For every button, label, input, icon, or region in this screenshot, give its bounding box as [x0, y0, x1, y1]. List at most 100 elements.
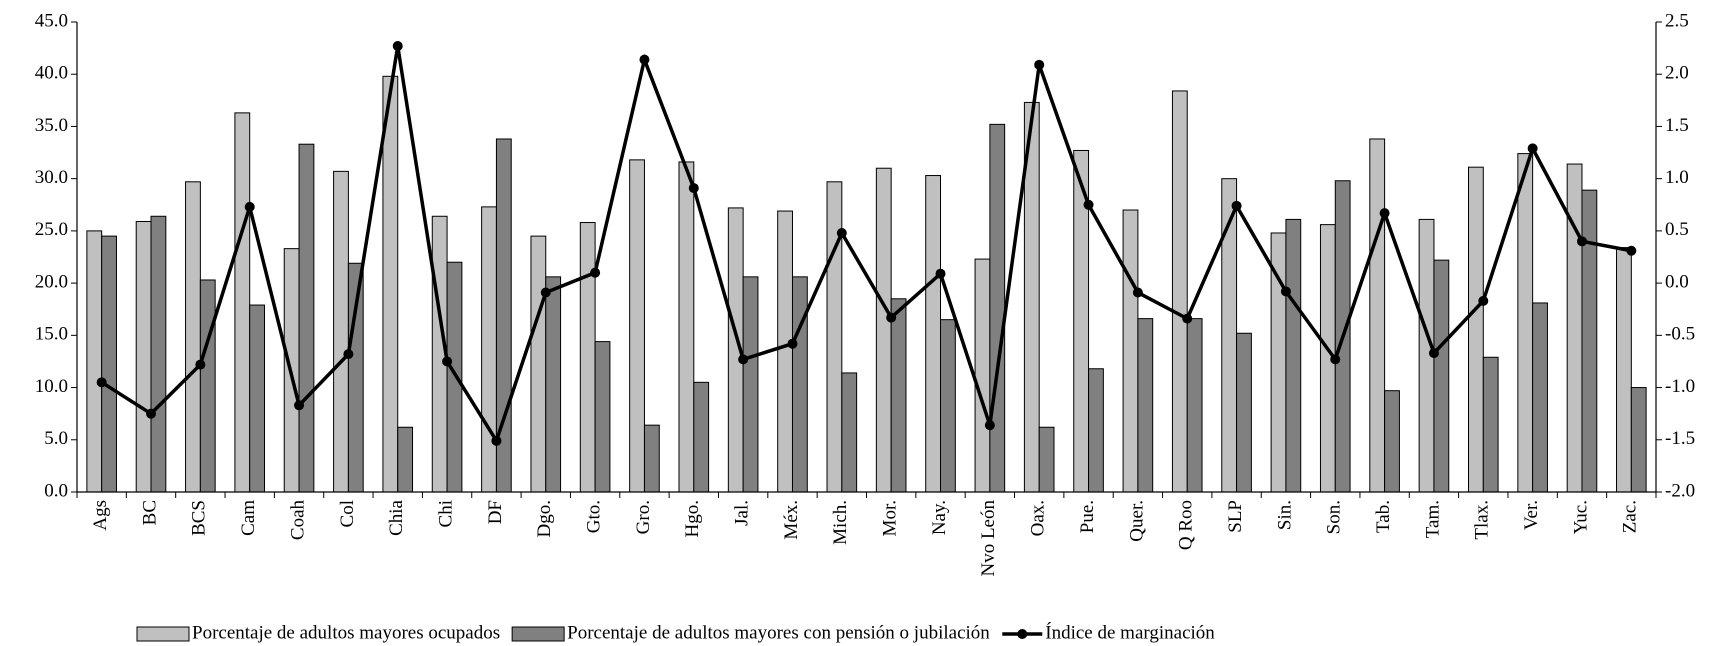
y2-tick-label: 1.5 [1665, 115, 1689, 136]
bar [298, 143, 315, 493]
y-tick-label: 35.0 [35, 115, 68, 136]
legend-label: Porcentaje de adultos mayores ocupados [192, 622, 500, 643]
legend-marker [1017, 629, 1028, 639]
line-marker [1527, 143, 1538, 154]
bar [1038, 426, 1055, 493]
line-marker [491, 435, 502, 446]
bar [1616, 247, 1632, 493]
line-marker [195, 359, 206, 370]
bar [989, 123, 1006, 493]
y-tick-label: 5.0 [44, 428, 68, 449]
x-tick-label: Son. [1324, 500, 1345, 534]
x-tick-label: Oax. [1028, 500, 1049, 536]
y2-tick-label: 0.0 [1665, 271, 1689, 292]
bar [643, 424, 660, 493]
x-tick-label: Tam. [1422, 500, 1443, 538]
line-marker [1428, 348, 1439, 359]
bar [185, 181, 201, 493]
bar [249, 304, 266, 493]
line-marker [442, 356, 453, 367]
x-tick-label: Mich. [830, 500, 851, 545]
bar [446, 261, 463, 493]
line-marker [984, 420, 995, 431]
bar [150, 215, 167, 493]
line-marker [1576, 236, 1587, 247]
bar [1285, 218, 1302, 493]
x-tick-label: SLP [1225, 500, 1246, 533]
line-marker [1478, 295, 1489, 306]
bar [693, 381, 710, 493]
line-marker [1132, 287, 1143, 298]
line-marker [688, 183, 699, 194]
bar [974, 258, 991, 493]
x-tick-label: Jal. [732, 500, 753, 526]
x-tick-label: Cam [238, 500, 259, 536]
line-marker [1280, 286, 1291, 297]
y-tick-label: 10.0 [35, 376, 68, 397]
line-marker [540, 287, 551, 298]
y2-tick-label: -2.0 [1665, 480, 1695, 501]
bar [1467, 166, 1484, 493]
x-tick-label: DF [485, 500, 506, 524]
bar [1482, 356, 1499, 493]
bar [1566, 163, 1583, 493]
bar [1171, 90, 1188, 493]
bar [1122, 209, 1139, 493]
x-tick-label: Ags [90, 500, 111, 531]
bar [777, 210, 793, 493]
y2-tick-label: 1.0 [1665, 167, 1689, 188]
x-tick-label: Méx. [781, 500, 802, 540]
line-marker [1330, 354, 1341, 365]
bar [678, 161, 695, 493]
line-marker [1034, 59, 1045, 70]
bar [1630, 387, 1647, 493]
bar [1186, 318, 1203, 493]
x-tick-label: Coah [287, 500, 308, 541]
y-tick-label: 20.0 [35, 271, 68, 292]
line-marker [935, 268, 946, 279]
line-marker [1626, 245, 1637, 256]
y-tick-label: 30.0 [35, 167, 68, 188]
legend-swatch [136, 626, 190, 642]
x-tick-label: Hgo. [682, 500, 703, 537]
bar [1433, 259, 1450, 493]
bar [1088, 368, 1104, 493]
x-tick-label: Nay. [929, 500, 950, 535]
bar [875, 167, 892, 493]
bar [742, 276, 759, 493]
bar [530, 235, 547, 493]
bar [1581, 189, 1598, 493]
bar [940, 319, 956, 493]
bar [841, 372, 858, 493]
line-marker [343, 349, 354, 360]
bar [545, 276, 562, 493]
bar [1517, 153, 1534, 493]
bar [481, 206, 497, 493]
y2-tick-label: -0.5 [1665, 324, 1695, 345]
x-tick-label: Tab. [1373, 500, 1394, 533]
bar [86, 230, 103, 493]
x-tick-label: Col [337, 500, 358, 527]
bar [397, 426, 414, 493]
x-tick-label: Sin. [1274, 500, 1295, 530]
y-tick-label: 45.0 [35, 10, 68, 31]
y2-tick-label: 2.0 [1665, 63, 1689, 84]
y-tick-label: 0.0 [44, 480, 68, 501]
line-marker [392, 41, 403, 52]
bar [594, 341, 611, 493]
bar [925, 175, 942, 493]
bar [791, 276, 808, 493]
x-tick-label: Zac. [1620, 500, 1641, 533]
bar [199, 279, 216, 493]
bar [1532, 302, 1548, 493]
bar [629, 159, 645, 493]
x-tick-label: Q Roo [1176, 500, 1197, 550]
x-tick-label: Gto. [583, 500, 604, 533]
x-tick-label: Tlax. [1472, 500, 1493, 540]
y2-tick-label: -1.5 [1665, 428, 1695, 449]
legend-swatch [511, 626, 565, 642]
line-marker [1182, 313, 1193, 324]
bar [1384, 390, 1400, 493]
bar [135, 220, 152, 493]
line-marker [146, 408, 157, 419]
